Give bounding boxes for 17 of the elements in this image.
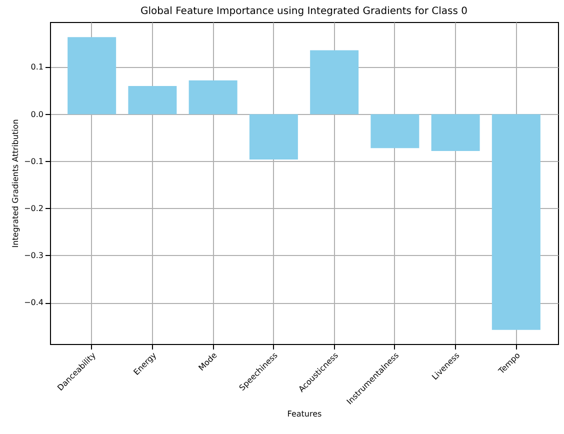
y-tick-label: 0.1 xyxy=(30,62,44,72)
bar xyxy=(188,80,238,114)
x-axis-title: Features xyxy=(287,409,322,418)
chart-title: Global Feature Importance using Integrated Gradients for Class 0 xyxy=(140,6,468,17)
bar xyxy=(68,37,116,114)
bar xyxy=(128,86,177,114)
bar xyxy=(249,114,298,160)
y-tick-label: −0.2 xyxy=(24,204,44,213)
y-tick-label: −0.3 xyxy=(24,250,44,260)
y-tick-label: 0.0 xyxy=(30,110,44,119)
y-tick-label: −0.1 xyxy=(24,156,44,166)
bar xyxy=(310,50,359,114)
y-tick-label: −0.4 xyxy=(24,298,44,308)
bar xyxy=(370,114,420,148)
y-axis-title: Integrated Gradients Attribution xyxy=(11,119,20,248)
bar xyxy=(431,114,480,151)
bar xyxy=(492,114,540,330)
